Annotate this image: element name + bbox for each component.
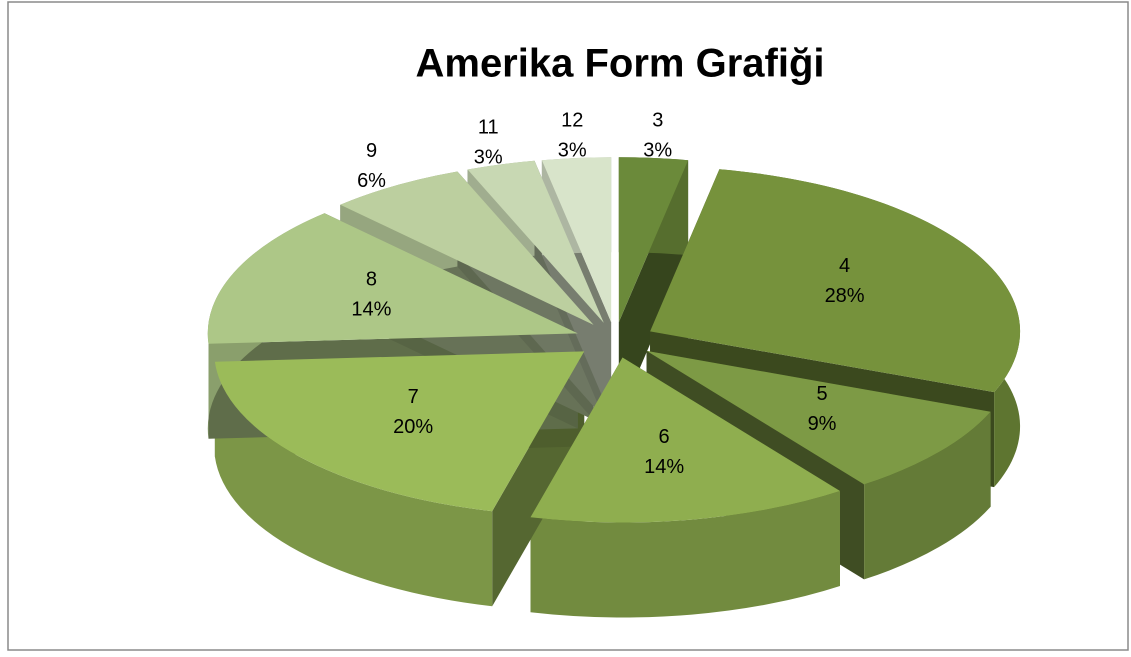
pie-slice xyxy=(646,350,991,485)
slice-category-label: 8 xyxy=(366,268,377,290)
slice-wall xyxy=(530,491,840,618)
pie-slice xyxy=(207,213,578,344)
pie-slice xyxy=(530,357,840,523)
slice-category-label: 9 xyxy=(366,140,377,162)
slice-category-label: 12 xyxy=(561,110,583,132)
slice-value-label: 6% xyxy=(357,170,386,192)
slice-wall xyxy=(864,411,991,580)
slice-category-label: 5 xyxy=(816,383,827,405)
pie-slice xyxy=(650,169,1021,393)
slice-wall xyxy=(214,361,493,607)
chart-title: Amerika Form Grafiği xyxy=(415,42,824,86)
slice-value-label: 3% xyxy=(474,147,503,169)
slice-value-label: 9% xyxy=(808,413,837,435)
slice-category-label: 4 xyxy=(839,255,850,277)
slice-value-label: 3% xyxy=(558,140,587,162)
pie-slice xyxy=(340,171,594,325)
pie-slice xyxy=(467,160,604,323)
slice-value-label: 14% xyxy=(351,298,391,320)
pie-tops xyxy=(207,157,1021,523)
slice-category-label: 6 xyxy=(659,426,670,448)
slice-value-label: 14% xyxy=(644,456,684,478)
slice-value-label: 28% xyxy=(825,285,865,307)
pie-slice xyxy=(618,157,689,323)
slice-category-label: 11 xyxy=(478,117,499,139)
slice-value-label: 20% xyxy=(393,416,433,438)
pie-slice xyxy=(214,351,585,512)
slice-category-label: 7 xyxy=(408,386,419,408)
pie-slice xyxy=(541,157,612,323)
slice-category-label: 3 xyxy=(652,110,663,132)
slice-value-label: 3% xyxy=(643,140,672,162)
